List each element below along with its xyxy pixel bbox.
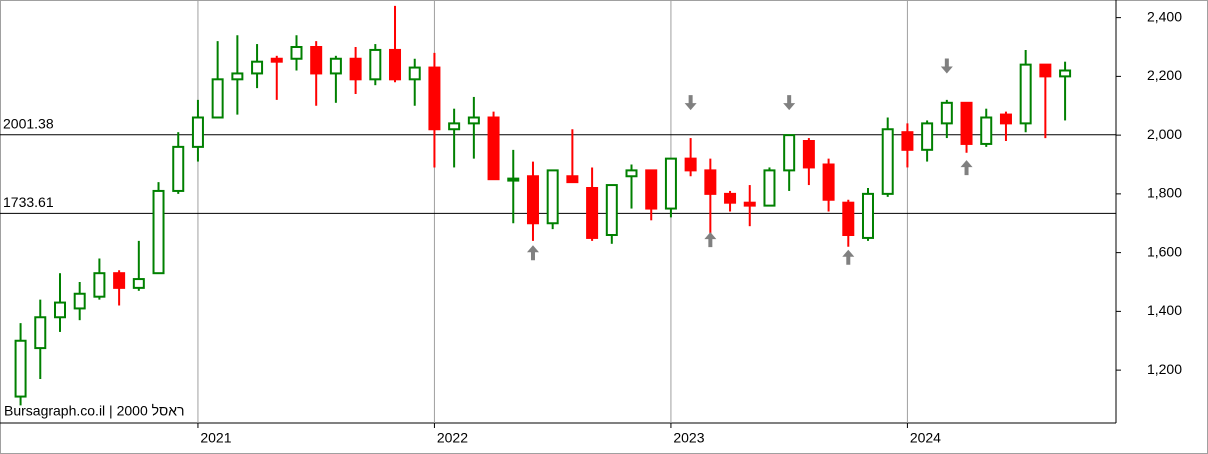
x-tick-label: 2021 xyxy=(200,430,231,446)
candle-body xyxy=(191,116,204,148)
candle-body xyxy=(448,122,461,131)
candle-body xyxy=(231,72,244,81)
y-tick-label: 2,200 xyxy=(1147,67,1182,83)
candle-body xyxy=(783,134,796,172)
signal-arrow xyxy=(960,160,973,176)
candle-body xyxy=(605,184,618,236)
reference-label: 1733.61 xyxy=(3,194,54,210)
candle-body xyxy=(645,169,658,210)
candle-body xyxy=(290,46,303,60)
candle-body xyxy=(980,116,993,145)
candle-body xyxy=(960,101,973,145)
signal-arrow xyxy=(842,249,855,265)
candle-body xyxy=(73,292,86,310)
candle-body xyxy=(1059,69,1072,78)
y-tick-label: 1,800 xyxy=(1147,185,1182,201)
candle-body xyxy=(743,201,756,207)
candle-body xyxy=(625,169,638,178)
candle-body xyxy=(1019,63,1032,125)
candle-body xyxy=(349,57,362,81)
candle-body xyxy=(132,278,145,289)
y-tick-label: 2,000 xyxy=(1147,126,1182,142)
signal-arrow xyxy=(526,245,539,261)
candle-body xyxy=(152,189,165,275)
y-tick-label: 2,400 xyxy=(1147,8,1182,24)
candle-body xyxy=(901,131,914,151)
reference-label: 2001.38 xyxy=(3,115,54,131)
candle-body xyxy=(389,48,402,81)
candle-body xyxy=(53,301,66,319)
candle-body xyxy=(14,339,27,398)
candle-body xyxy=(704,169,717,195)
candle-body xyxy=(211,78,224,119)
signal-arrow xyxy=(704,232,717,248)
candle-body xyxy=(763,169,776,207)
y-tick-label: 1,400 xyxy=(1147,302,1182,318)
candle-body xyxy=(822,163,835,201)
candle-body xyxy=(526,175,539,225)
candle-body xyxy=(467,116,480,125)
signal-arrow xyxy=(940,58,953,74)
y-tick-label: 1,200 xyxy=(1147,361,1182,377)
candle-body xyxy=(940,101,953,125)
candle-body xyxy=(881,128,894,195)
candle-body xyxy=(802,140,815,169)
candle-body xyxy=(93,272,106,298)
candle-body xyxy=(1039,63,1052,78)
candle-body xyxy=(34,316,47,350)
signal-arrow xyxy=(684,95,697,111)
candle-body xyxy=(369,48,382,81)
candle-body xyxy=(842,201,855,236)
candle-body xyxy=(408,66,421,81)
candle-body xyxy=(921,122,934,151)
candle-body xyxy=(270,57,283,63)
candle-body xyxy=(566,175,579,184)
candle-body xyxy=(546,169,559,225)
candle-body xyxy=(487,116,500,181)
candle-body xyxy=(684,157,697,172)
candle-body xyxy=(724,192,737,204)
signal-arrow xyxy=(783,95,796,111)
candle-body xyxy=(428,66,441,131)
y-tick-label: 1,600 xyxy=(1147,243,1182,259)
watermark: Bursagraph.co.il | 2000 ראסל xyxy=(4,403,185,419)
candle-body xyxy=(586,187,599,239)
candle-body xyxy=(999,113,1012,125)
x-tick-label: 2024 xyxy=(910,430,941,446)
candle-body xyxy=(113,272,126,289)
candle-body xyxy=(251,60,264,75)
candle-body xyxy=(329,57,342,75)
candle-body xyxy=(664,157,677,210)
candle-body xyxy=(861,192,874,239)
candle-body xyxy=(507,177,520,182)
candle-body xyxy=(172,145,185,192)
candle-body xyxy=(310,46,323,75)
x-tick-label: 2023 xyxy=(673,430,704,446)
x-tick-label: 2022 xyxy=(437,430,468,446)
